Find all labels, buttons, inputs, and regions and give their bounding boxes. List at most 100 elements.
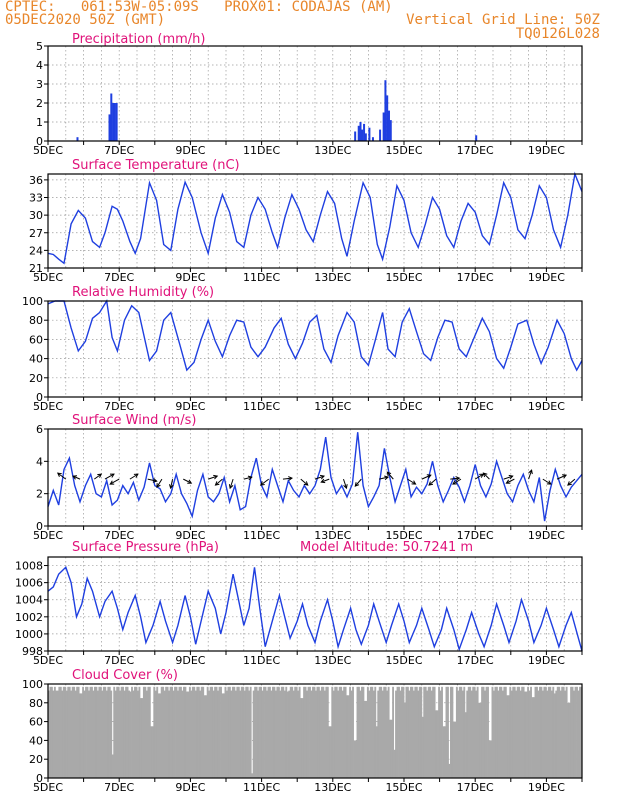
cloud-bar <box>458 686 461 778</box>
cloud-bar <box>226 690 228 778</box>
cloud-bar <box>89 686 92 778</box>
cloud-bar <box>470 690 473 778</box>
cloud-bar <box>107 686 110 778</box>
wind-arrow <box>483 472 490 480</box>
y-tick-label: 21 <box>29 262 43 275</box>
cloud-bar <box>372 690 375 778</box>
cloud-bar <box>366 686 369 778</box>
wind-arrow-head <box>303 481 309 486</box>
cloud-bar <box>271 686 274 778</box>
cloud-bar <box>88 690 90 778</box>
cloud-bar <box>439 690 442 778</box>
x-tick-label: 13DEC <box>314 144 351 157</box>
cloud-bar <box>380 686 383 778</box>
cloud-bar <box>132 690 135 778</box>
precip-bar <box>354 131 357 141</box>
cloud-bar <box>80 693 83 778</box>
panel-3: Relative Humidity (%) 0 20 40 60 80 100 5DEC 7DE… <box>22 285 583 413</box>
cloud-bar <box>475 690 478 778</box>
cloud-bar <box>209 686 212 778</box>
y-tick-label: 1004 <box>15 594 43 607</box>
cloud-bar <box>386 690 389 778</box>
cloud-bar <box>320 686 323 778</box>
cloud-bar <box>301 698 304 778</box>
precip-bar <box>357 125 360 141</box>
cloud-bar <box>356 686 359 778</box>
cloud-bar <box>436 710 439 778</box>
cloud-bar <box>174 686 176 778</box>
x-tick-label: 7DEC <box>104 271 134 284</box>
cloud-bar <box>515 690 518 778</box>
cloud-bar <box>418 686 421 778</box>
cloud-bar <box>329 726 332 778</box>
cloud-bar <box>165 686 168 778</box>
cloud-bar <box>77 686 80 778</box>
cloud-bar <box>53 686 56 778</box>
x-tick-label: 5DEC <box>33 781 63 794</box>
wind-arrow <box>170 479 174 489</box>
y-tick-label: 36 <box>29 174 43 187</box>
cloud-bar <box>555 690 558 778</box>
cloud-bar <box>562 686 565 778</box>
cloud-bar <box>570 686 573 778</box>
cloud-bar <box>473 686 476 778</box>
precip-bar <box>475 135 478 141</box>
cloud-bar <box>402 686 405 778</box>
cloud-bar <box>102 686 105 778</box>
cloud-bar <box>255 686 258 778</box>
cloud-bar <box>313 686 316 778</box>
x-tick-label: 7DEC <box>104 400 134 413</box>
cloud-bar <box>257 690 260 778</box>
cloud-bar <box>303 686 306 778</box>
cloud-bar <box>203 695 206 778</box>
cloud-bar <box>117 686 120 778</box>
cloud-bar <box>156 686 159 778</box>
cloud-bar <box>218 686 221 778</box>
x-tick-label: 17DEC <box>457 271 494 284</box>
cloud-bar <box>404 702 406 778</box>
cloud-bar <box>396 686 399 778</box>
wind-arrow-head <box>156 483 161 489</box>
x-tick-label: 17DEC <box>457 781 494 794</box>
cloud-bar <box>230 690 233 778</box>
cloud-bar <box>579 686 581 778</box>
x-tick-label: 15DEC <box>385 271 422 284</box>
x-tick-label: 13DEC <box>314 529 351 542</box>
cloud-bar <box>374 686 377 778</box>
cloud-bar <box>116 686 119 778</box>
cloud-bar <box>113 686 116 778</box>
y-tick-label: 33 <box>29 192 43 205</box>
y-tick-label: 3 <box>36 78 43 91</box>
cloud-bar <box>452 721 455 778</box>
y-tick-label: 1008 <box>15 560 43 573</box>
cloud-bar <box>163 690 166 778</box>
cloud-bar <box>565 686 568 778</box>
cloud-bar <box>304 686 307 778</box>
cloud-bar <box>67 686 70 778</box>
cloud-bar <box>423 686 426 778</box>
x-tick-label: 15DEC <box>385 781 422 794</box>
cloud-bar <box>86 686 89 778</box>
cloud-bar <box>430 690 433 778</box>
cloud-bar <box>543 686 546 778</box>
precip-bar <box>363 123 366 141</box>
wind-arrow-head <box>247 475 253 481</box>
cloud-bar <box>154 690 157 778</box>
cloud-bar <box>326 686 329 778</box>
cloud-bar <box>421 716 424 778</box>
wind-arrow-head <box>452 480 457 485</box>
x-tick-label: 11DEC <box>243 271 280 284</box>
cloud-bar <box>96 690 99 778</box>
wind-arrow <box>378 476 389 480</box>
cloud-bar <box>534 686 537 778</box>
cloud-bar <box>71 686 74 778</box>
cloud-bar <box>159 693 162 778</box>
x-tick-label: 5DEC <box>33 144 63 157</box>
cloud-bar <box>148 686 151 778</box>
y-tick-label: 1 <box>36 116 43 129</box>
precip-bar <box>384 80 387 141</box>
cloud-bar <box>476 686 479 778</box>
cloud-bar <box>328 726 331 778</box>
cloud-bar <box>200 686 203 778</box>
cloud-bar <box>193 686 196 778</box>
